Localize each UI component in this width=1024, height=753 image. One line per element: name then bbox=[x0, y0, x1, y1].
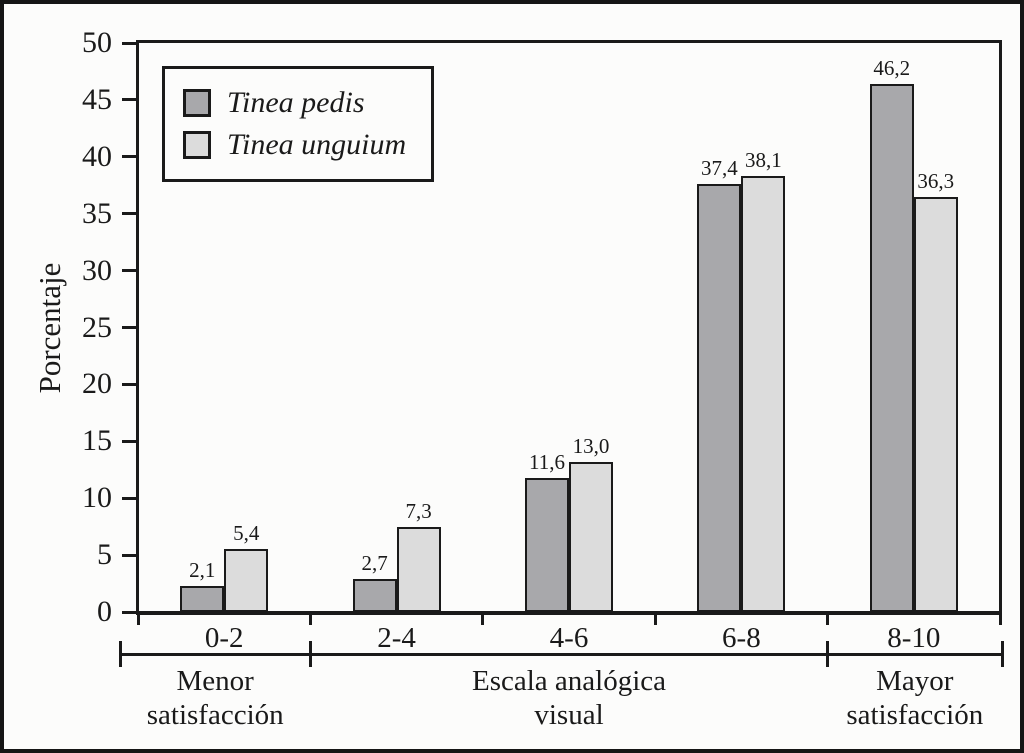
y-axis-tick bbox=[122, 382, 138, 386]
y-axis-tick bbox=[122, 496, 138, 500]
axis-group-label-line: Escala analógica bbox=[471, 665, 667, 697]
y-axis-tick-label: 30 bbox=[82, 253, 112, 287]
axis-group-label: Escala analógica visual bbox=[399, 664, 739, 732]
bar-value-label: 2,7 bbox=[361, 551, 388, 576]
bar-tinea-unguium bbox=[913, 196, 958, 612]
bracket-line bbox=[120, 653, 1002, 656]
y-axis-tick-label: 45 bbox=[82, 82, 112, 116]
legend-entry-tinea-pedis: Tinea pedis bbox=[183, 87, 431, 119]
category-label: 0-2 bbox=[204, 622, 244, 654]
axis-group-label-line: satisfacción bbox=[146, 699, 284, 731]
y-axis-tick bbox=[122, 553, 138, 557]
bar-value-label: 7,3 bbox=[405, 498, 432, 523]
category-boundary-tick bbox=[998, 613, 1002, 625]
y-axis-tick-label: 25 bbox=[82, 310, 112, 344]
bar-value-label: 13,0 bbox=[572, 434, 610, 459]
bar-value-label: 11,6 bbox=[529, 449, 565, 474]
axis-group-label-line: visual bbox=[534, 699, 604, 731]
y-axis-tick bbox=[122, 439, 138, 443]
bar-tinea-pedis bbox=[525, 477, 569, 612]
y-axis-tick-label: 5 bbox=[97, 538, 112, 572]
category-boundary-tick bbox=[653, 613, 657, 625]
y-axis-tick-label: 10 bbox=[82, 481, 112, 515]
legend-label-tinea-pedis: Tinea pedis bbox=[227, 86, 365, 119]
y-axis-tick bbox=[122, 610, 138, 614]
axis-group-label-line: satisfacción bbox=[846, 699, 984, 731]
y-axis-tick-label: 40 bbox=[82, 139, 112, 173]
bar-tinea-unguium bbox=[569, 462, 613, 612]
category-boundary-tick bbox=[826, 613, 830, 625]
y-axis-tick-label: 0 bbox=[97, 595, 112, 628]
bar-tinea-unguium bbox=[396, 526, 441, 612]
bracket-tick bbox=[826, 641, 830, 667]
category-label: 4-6 bbox=[549, 622, 589, 654]
bracket-tick bbox=[308, 641, 312, 667]
y-axis-tick bbox=[122, 212, 138, 216]
legend-box: Tinea pedis Tinea unguium bbox=[162, 66, 434, 182]
legend-swatch-tinea-pedis bbox=[183, 89, 211, 117]
bar-tinea-pedis bbox=[180, 586, 225, 612]
bar-value-label: 36,3 bbox=[917, 168, 955, 193]
bar-value-label: 5,4 bbox=[233, 520, 260, 545]
axis-group-label-line: Menor bbox=[176, 665, 254, 697]
bar-tinea-pedis bbox=[352, 579, 397, 612]
y-axis-tick-label: 35 bbox=[82, 196, 112, 230]
axis-group-label: Menor satisfacción bbox=[45, 664, 385, 732]
bar-value-label: 37,4 bbox=[701, 156, 738, 181]
axis-group-label-line: Mayor bbox=[876, 665, 954, 697]
bar-value-label: 38,1 bbox=[745, 148, 782, 173]
y-axis-tick-label: 15 bbox=[82, 424, 112, 458]
legend-label-tinea-unguium: Tinea unguium bbox=[227, 128, 407, 161]
y-axis-tick bbox=[122, 155, 138, 159]
chart-layer: 0 5 10 15 20 25 30 35 40 45 50 2,1 2,7 11,6 37,4 46,2 5,… bbox=[4, 4, 1020, 749]
category-label: 2-4 bbox=[377, 622, 416, 654]
bar-tinea-unguium bbox=[224, 548, 269, 612]
y-axis-tick-label: 20 bbox=[82, 367, 112, 401]
category-boundary-tick bbox=[481, 613, 485, 625]
bracket-tick bbox=[118, 641, 122, 667]
y-axis-tick bbox=[122, 326, 138, 329]
legend-swatch-tinea-unguium bbox=[183, 131, 211, 159]
category-boundary-tick bbox=[136, 613, 140, 625]
bar-value-label: 2,1 bbox=[189, 558, 216, 583]
y-axis-tick bbox=[122, 269, 138, 273]
bar-tinea-unguium bbox=[741, 176, 786, 612]
y-axis-tick bbox=[122, 98, 138, 102]
y-axis-tick-label: 50 bbox=[82, 26, 112, 59]
category-boundary-tick bbox=[308, 613, 312, 625]
bar-value-label: 46,2 bbox=[873, 56, 911, 81]
bar-tinea-pedis bbox=[697, 184, 742, 612]
axis-group-label: Mayor satisfacción bbox=[745, 664, 1020, 732]
category-label: 8-10 bbox=[887, 622, 941, 654]
y-axis-tick bbox=[122, 41, 138, 45]
bar-tinea-pedis bbox=[869, 84, 914, 612]
legend-entry-tinea-unguium: Tinea unguium bbox=[183, 129, 431, 161]
category-label: 6-8 bbox=[722, 622, 761, 654]
bracket-tick bbox=[1000, 641, 1004, 667]
